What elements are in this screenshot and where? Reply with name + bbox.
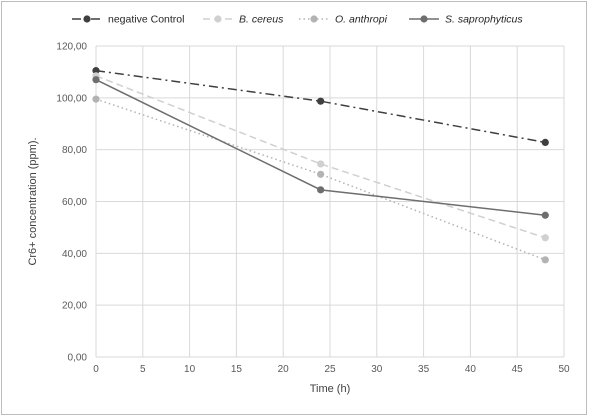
series-lines bbox=[92, 67, 549, 264]
y-tick-label: 40,00 bbox=[62, 249, 87, 260]
series-line bbox=[95, 98, 546, 261]
x-tick-label: 50 bbox=[558, 364, 570, 375]
x-axis-title: Time (h) bbox=[310, 383, 351, 395]
data-point bbox=[92, 95, 100, 103]
series-line bbox=[95, 75, 546, 239]
x-tick-label: 15 bbox=[231, 364, 243, 375]
data-point bbox=[541, 138, 549, 147]
y-tick-label: 80,00 bbox=[62, 145, 87, 156]
y-tick-label: 100,00 bbox=[56, 93, 87, 104]
series-line bbox=[95, 69, 546, 144]
legend-label: negative Control bbox=[108, 14, 184, 26]
y-tick-label: 0,00 bbox=[68, 353, 88, 364]
legend-marker bbox=[420, 15, 428, 23]
legend-label: B. cereus bbox=[239, 14, 284, 26]
data-point bbox=[317, 170, 325, 178]
legend-marker bbox=[310, 15, 318, 23]
legend-label: O. anthropi bbox=[335, 14, 388, 26]
x-tick-label: 25 bbox=[324, 364, 336, 375]
data-point bbox=[317, 160, 325, 168]
data-point bbox=[92, 67, 100, 75]
y-tick-label: 120,00 bbox=[56, 42, 87, 53]
x-tick-label: 45 bbox=[512, 364, 524, 375]
data-point bbox=[541, 234, 549, 242]
axes: 0,00 20,00 40,00 60,00 80,00 100,00 120,00 0 5 10… bbox=[56, 42, 570, 376]
data-point bbox=[317, 97, 325, 105]
gridlines bbox=[95, 45, 565, 358]
x-tick-label: 40 bbox=[465, 364, 477, 375]
y-tick-label: 60,00 bbox=[62, 197, 87, 208]
legend-marker bbox=[214, 15, 222, 23]
x-tick-label: 20 bbox=[278, 364, 290, 375]
data-point bbox=[541, 211, 549, 219]
y-tick-label: 20,00 bbox=[62, 301, 87, 312]
legend-label: S. saprophyticus bbox=[445, 14, 523, 26]
x-tick-label: 35 bbox=[418, 364, 430, 375]
data-point bbox=[92, 76, 100, 84]
data-point bbox=[317, 186, 325, 194]
x-tick-label: 5 bbox=[140, 364, 146, 375]
x-tick-label: 10 bbox=[184, 364, 196, 375]
data-point bbox=[541, 256, 549, 264]
y-axis-title: Cr6+ concentration (ppm). bbox=[27, 137, 39, 265]
legend: negative Control B. cereus O. anthropi S. s… bbox=[72, 14, 523, 26]
legend-marker bbox=[83, 15, 91, 23]
x-tick-label: 0 bbox=[93, 364, 99, 375]
x-tick-label: 30 bbox=[371, 364, 383, 375]
